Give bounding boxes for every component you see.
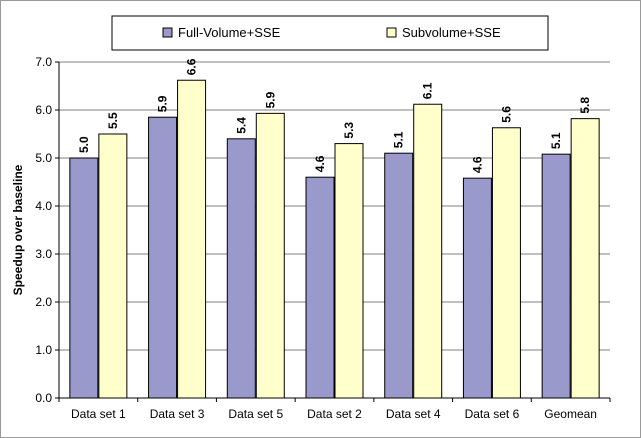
bar-subvolume	[334, 143, 364, 399]
bar-subvolume	[413, 103, 443, 399]
legend-swatch-full-volume	[162, 27, 173, 38]
legend-label-full-volume: Full-Volume+SSE	[178, 25, 281, 40]
bar-full-volume	[226, 138, 256, 399]
bar-value-label: 4.6	[470, 156, 484, 173]
bar-full-volume	[462, 177, 492, 399]
x-tick-label: Data set 4	[386, 407, 441, 421]
y-tick-label: 4.0	[35, 199, 52, 213]
bar-value-label: 5.0	[77, 136, 91, 153]
bar-subvolume	[570, 118, 600, 399]
bar-subvolume	[491, 127, 521, 399]
bar-value-label: 5.6	[499, 106, 513, 123]
y-tick-label: 2.0	[35, 295, 52, 309]
x-tick-label: Data set 2	[307, 407, 362, 421]
x-tick-label: Data set 6	[465, 407, 520, 421]
legend: Full-Volume+SSE Subvolume+SSE	[111, 15, 549, 51]
legend-swatch-subvolume	[386, 27, 397, 38]
bar-full-volume	[148, 116, 178, 399]
bar-value-label: 6.6	[185, 58, 199, 75]
data-labels: 5.0 5.5 5.9 6.6 5.4 5.9 4.6 5.3 5.1 6.1 4.6 5.6 5.1 5…	[77, 58, 592, 173]
x-tick-label: Geomean	[544, 407, 597, 421]
y-tick-label: 7.0	[35, 55, 52, 69]
bar-value-label: 6.1	[421, 82, 435, 99]
y-axis: 0.0 1.0 2.0 3.0 4.0 5.0 6.0 7.0	[35, 55, 60, 405]
x-tick-label: Data set 3	[150, 407, 205, 421]
y-tick-label: 6.0	[35, 103, 52, 117]
bar-subvolume	[255, 112, 285, 399]
bar-full-volume	[541, 153, 571, 399]
bar-value-label: 5.3	[342, 122, 356, 139]
bar-value-label: 5.9	[156, 95, 170, 112]
bar-value-label: 5.4	[234, 117, 248, 134]
y-axis-label: Speedup over baseline	[11, 164, 25, 295]
bar-value-label: 5.1	[392, 131, 406, 148]
bar-value-label: 5.5	[106, 112, 120, 129]
bar-subvolume	[177, 79, 207, 399]
bar-full-volume	[384, 152, 414, 399]
bar-full-volume	[69, 157, 99, 399]
bar-value-label: 5.8	[578, 97, 592, 114]
y-tick-label: 5.0	[35, 151, 52, 165]
legend-label-subvolume: Subvolume+SSE	[402, 25, 501, 40]
x-tick-label: Data set 5	[228, 407, 283, 421]
x-tick-label: Data set 1	[71, 407, 126, 421]
bar-full-volume	[305, 176, 335, 399]
bar-value-label: 4.6	[313, 155, 327, 172]
bar-value-label: 5.9	[263, 91, 277, 108]
y-tick-label: 1.0	[35, 343, 52, 357]
bar-subvolume	[98, 133, 128, 399]
legend-box	[111, 15, 549, 51]
bar-value-label: 5.1	[549, 132, 563, 149]
x-axis: Data set 1 Data set 3 Data set 5 Data set 2…	[58, 397, 611, 421]
y-tick-label: 0.0	[35, 391, 52, 405]
y-tick-label: 3.0	[35, 247, 52, 261]
